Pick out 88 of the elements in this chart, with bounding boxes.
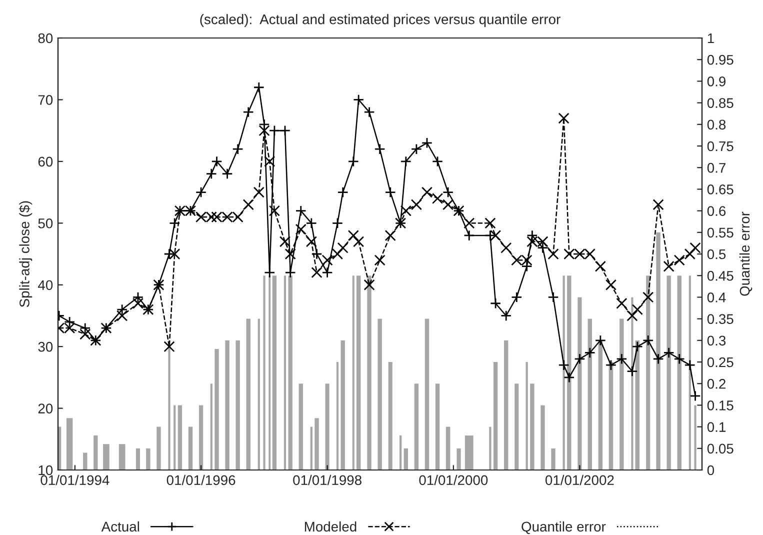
bar	[272, 276, 277, 470]
bar	[656, 232, 660, 470]
y2-tick-label: 0.7	[707, 162, 726, 173]
bar	[540, 405, 545, 470]
bar	[378, 318, 382, 470]
bar	[298, 384, 303, 470]
bar	[236, 340, 240, 470]
bar	[567, 276, 572, 470]
bar	[598, 340, 603, 470]
y2-tick-label: 0.45	[707, 270, 734, 281]
bar	[551, 448, 556, 470]
y-tick-label: 10	[38, 465, 53, 476]
bar	[340, 340, 345, 470]
y2-tick-label: 0.5	[707, 249, 726, 260]
y2-tick-label: 0.8	[707, 120, 726, 130]
y2-tick-label: 0.35	[707, 314, 734, 324]
bar	[214, 349, 219, 470]
bar	[530, 384, 534, 470]
y2-tick-label: 0.85	[707, 98, 734, 108]
bar	[356, 276, 361, 470]
y2-tick-label: 0.05	[707, 444, 734, 454]
bar	[677, 276, 682, 470]
bar	[446, 426, 450, 470]
y-tick-label: 60	[38, 156, 53, 167]
y2-tick-label: 0.3	[707, 336, 726, 346]
y2-tick-label: 0.95	[707, 54, 734, 65]
bar	[504, 340, 508, 470]
bar	[578, 297, 582, 470]
y-tick-label: 30	[38, 342, 53, 352]
bar	[620, 318, 624, 470]
y-tick-label: 80	[38, 33, 53, 44]
bar	[178, 405, 182, 470]
legend-label: Actual	[101, 521, 140, 532]
bar	[336, 362, 339, 470]
y-tick-label: 70	[38, 95, 53, 105]
bar	[367, 276, 372, 470]
legend-label: Quantile error	[522, 521, 606, 534]
bar	[156, 426, 161, 470]
bar	[246, 318, 250, 470]
bar	[424, 318, 430, 470]
bar	[435, 384, 440, 470]
bar	[646, 276, 650, 470]
bar	[146, 448, 150, 470]
bar	[399, 435, 402, 470]
y2-tick-label: 0	[707, 465, 714, 476]
bar	[136, 448, 140, 470]
y2-tick-label: 0.55	[707, 228, 734, 238]
x-tick-label: 01/01/1996	[166, 474, 236, 486]
bar	[666, 276, 671, 470]
legend-label: Modeled	[304, 521, 356, 532]
bar	[94, 435, 98, 470]
y2-tick-label: 0.25	[707, 357, 734, 368]
bar	[514, 384, 519, 470]
bar	[414, 384, 419, 470]
bar	[635, 340, 640, 470]
bar	[314, 418, 319, 470]
bar	[188, 426, 193, 470]
bar	[288, 276, 292, 470]
y2-tick-label: 1	[708, 33, 714, 44]
x-tick-label: 01/01/2002	[545, 474, 614, 486]
y-tick-label: 40	[38, 280, 53, 290]
bar	[225, 340, 230, 470]
y2-tick-label: 0.1	[707, 422, 726, 432]
bar	[83, 452, 88, 470]
bar	[404, 448, 408, 470]
y2-tick-label: 0.15	[707, 400, 734, 410]
y2-tick-label: 0.65	[707, 184, 734, 194]
bar	[588, 318, 592, 470]
y-tick-label: 20	[38, 404, 53, 414]
y2-tick-label: 0.6	[707, 206, 726, 216]
bar	[493, 362, 498, 470]
chart-title: (scaled): Actual and estimated prices versus quantile error	[200, 14, 560, 27]
bar	[325, 384, 330, 470]
x-tick-label: 01/01/1998	[293, 474, 362, 486]
y2-axis-title: Quantile error	[739, 212, 752, 296]
y2-tick-label: 0.4	[707, 292, 726, 302]
bar	[456, 448, 461, 470]
y2-tick-label: 0.2	[707, 378, 726, 389]
bar	[284, 276, 286, 470]
bar	[198, 405, 204, 470]
bar	[388, 362, 392, 470]
y2-tick-label: 0.9	[707, 76, 726, 86]
bar	[608, 362, 614, 470]
x-tick-label: 01/01/1994	[40, 474, 110, 486]
y-tick-label: 50	[38, 218, 53, 228]
x-tick-label: 01/01/2000	[419, 474, 488, 486]
y-axis-title: Split-adj close ($)	[18, 201, 32, 308]
y2-tick-label: 0.75	[707, 141, 734, 152]
